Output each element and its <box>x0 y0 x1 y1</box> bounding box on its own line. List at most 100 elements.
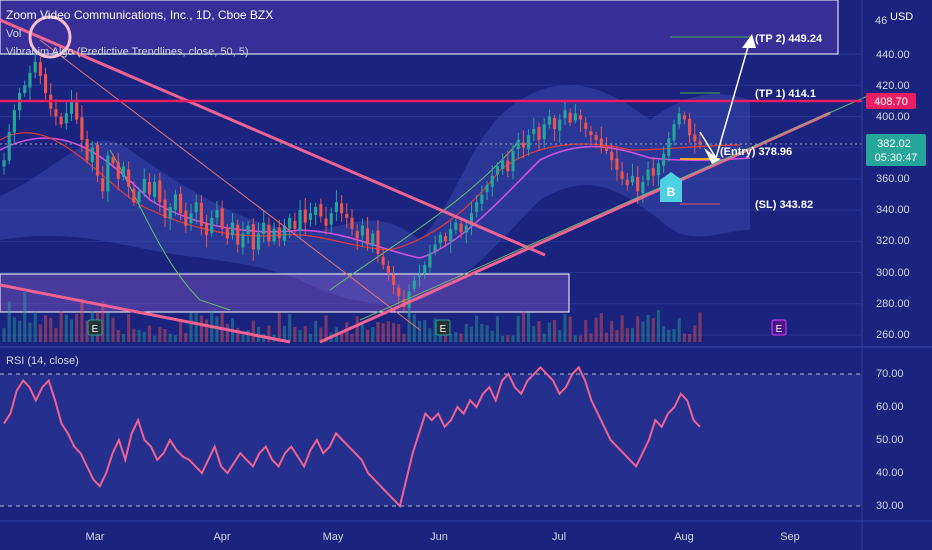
volume-bar <box>641 321 645 342</box>
ascending-trendline[interactable] <box>319 111 831 344</box>
volume-bar <box>682 333 686 342</box>
candle-body <box>464 225 468 233</box>
candle-body <box>532 128 536 134</box>
volume-bar <box>558 329 562 342</box>
volume-bar <box>2 328 6 342</box>
volume-bar <box>75 313 79 342</box>
candle-body <box>127 169 131 187</box>
candle-body <box>225 227 229 239</box>
candle-body <box>366 228 370 245</box>
candle-body <box>615 158 619 170</box>
volume-bar <box>578 335 583 342</box>
earnings-marker[interactable]: E <box>771 319 787 336</box>
volume-bar <box>314 320 318 342</box>
volume-bar <box>106 312 110 342</box>
volume-bar <box>589 333 593 342</box>
volume-bar <box>480 324 484 342</box>
candle-body <box>80 117 84 140</box>
volume-bar <box>225 323 229 342</box>
volume-bar <box>101 301 105 342</box>
candle-body <box>630 175 635 183</box>
rsi-series <box>3 365 701 508</box>
lower-descending-trendline[interactable] <box>0 283 291 344</box>
candle-body <box>501 160 505 170</box>
tp2-zone-box <box>0 0 839 55</box>
candle-body <box>475 202 479 212</box>
volume-bar <box>438 332 442 342</box>
volume-bar <box>111 317 115 342</box>
volume-bar <box>319 327 323 342</box>
price-tick: 440.00 <box>876 49 910 61</box>
candle-body <box>636 176 640 192</box>
rsi-axis-ticks: 70.00 60.00 50.00 40.00 30.00 <box>876 368 904 512</box>
buy-marker-label: B <box>667 185 676 199</box>
candle-body <box>33 61 37 73</box>
volume-bar <box>168 333 172 342</box>
buy-marker[interactable] <box>660 172 682 202</box>
thin-trendline <box>39 39 421 331</box>
candle-body <box>116 162 120 179</box>
price-tick: 300.00 <box>876 267 910 279</box>
price-tick: 280.00 <box>876 298 910 310</box>
svg-text:E: E <box>776 324 783 335</box>
earnings-marker[interactable]: E <box>87 319 103 336</box>
volume-bar <box>407 311 411 342</box>
volume-bar <box>23 292 27 342</box>
candle-body <box>163 199 167 218</box>
candle-body <box>506 160 510 172</box>
candle-body <box>610 151 614 161</box>
volume-bar <box>132 328 136 342</box>
volume-bar <box>490 330 494 342</box>
candle-body <box>662 153 666 166</box>
volume-bar <box>59 311 63 342</box>
volume-bar <box>355 316 359 342</box>
candle-body <box>277 227 281 239</box>
volume-bar <box>672 328 676 342</box>
rsi-tick: 40.00 <box>876 467 904 479</box>
volume-bar <box>433 318 437 342</box>
volume-bar <box>485 325 489 342</box>
volume-bar <box>293 327 297 342</box>
candle-body <box>59 116 63 125</box>
volume-bar <box>38 324 42 342</box>
countdown-timer: 05:30:47 <box>875 152 918 164</box>
volume-bar <box>537 321 541 342</box>
candle-body <box>604 146 609 151</box>
volume-bar <box>277 312 281 342</box>
candle-body <box>7 132 11 161</box>
candle-body <box>262 222 266 235</box>
svg-text:E: E <box>440 324 447 335</box>
volume-bar <box>153 335 157 342</box>
volume-bar <box>205 319 209 342</box>
candle-body <box>194 202 198 213</box>
volume-bar <box>656 310 661 342</box>
volume-bar <box>127 314 131 342</box>
volume-bar <box>43 315 48 342</box>
svg-text:E: E <box>92 324 99 335</box>
candle-body <box>75 102 79 120</box>
descending-trendline[interactable] <box>0 18 546 257</box>
last-price-value: 382.02 <box>877 138 911 150</box>
candle-body <box>480 194 484 204</box>
price-tick: 420.00 <box>876 80 910 92</box>
volume-bar <box>573 335 577 342</box>
candle-body <box>423 264 427 274</box>
volume-bar <box>615 330 619 342</box>
volume-bar <box>630 327 635 342</box>
currency-label[interactable]: USD <box>890 11 913 23</box>
candle-body <box>589 131 593 136</box>
candle-body <box>620 171 624 179</box>
candle-body <box>246 225 250 235</box>
volume-bar <box>454 332 458 342</box>
candle-body <box>386 265 390 273</box>
candle-body <box>334 202 338 212</box>
candle-body <box>573 113 577 121</box>
tp2-label: (TP 2) 449.24 <box>755 33 823 45</box>
time-tick: May <box>323 531 344 543</box>
volume-bar <box>324 315 328 342</box>
price-tick: 360.00 <box>876 173 910 185</box>
candle-body <box>236 224 240 245</box>
earnings-marker[interactable]: E <box>435 319 451 336</box>
candle-body <box>173 194 177 210</box>
